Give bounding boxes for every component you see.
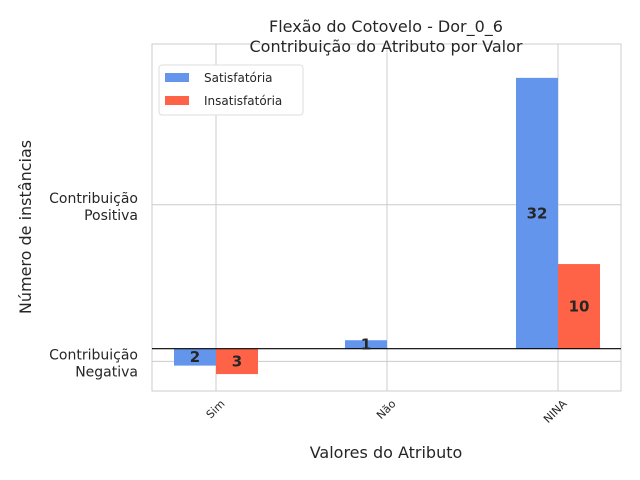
legend-swatch-satisfatoria xyxy=(165,73,189,82)
y-tick-label: Positiva xyxy=(84,208,138,224)
bar-insatisfatória-nina xyxy=(558,264,600,349)
data-label: 3 xyxy=(232,352,242,370)
data-label: 10 xyxy=(569,297,590,315)
data-label: 2 xyxy=(190,348,200,366)
bar-satisfatória-nina xyxy=(516,77,558,349)
x-tick-label-nina: NINA xyxy=(541,397,570,426)
legend-swatch-insatisfatoria xyxy=(165,96,189,105)
bar-satisfatória-sim xyxy=(174,348,216,366)
y-tick-label: Negativa xyxy=(75,364,138,380)
bar-satisfatória-não xyxy=(345,340,387,349)
bar-insatisfatória-sim xyxy=(216,348,258,375)
data-label: 1 xyxy=(361,335,371,353)
legend: Satisfatória Insatisfatória xyxy=(158,64,304,116)
legend-box xyxy=(158,64,304,116)
x-tick-label-sim: Sim xyxy=(204,397,228,421)
x-tick-label-não: Não xyxy=(374,397,399,422)
chart-title-line1: Flexão do Cotovelo - Dor_0_6 xyxy=(269,17,503,37)
legend-label-insatisfatoria: Insatisfatória xyxy=(204,94,282,108)
y-tick-label: Contribuição xyxy=(49,191,138,207)
data-labels: 2 3 1 32 10 xyxy=(190,204,590,370)
x-tick-labels: Sim Não NINA xyxy=(204,397,570,426)
bars xyxy=(174,77,600,375)
y-axis-title: Número de instâncias xyxy=(16,140,35,314)
data-label: 32 xyxy=(527,204,548,222)
chart-title-line2: Contribuição do Atributo por Valor xyxy=(250,37,523,56)
x-axis-title: Valores do Atributo xyxy=(310,443,463,462)
y-tick-label: Contribuição xyxy=(49,347,138,363)
legend-label-satisfatoria: Satisfatória xyxy=(204,71,273,85)
